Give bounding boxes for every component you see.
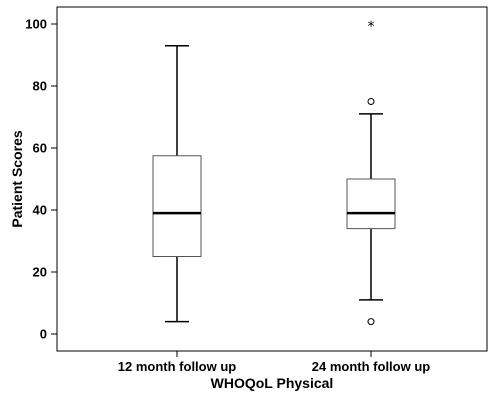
outlier-point bbox=[367, 98, 375, 105]
x-axis: 12 month follow up 24 month follow up bbox=[118, 351, 430, 374]
boxes-layer: * bbox=[152, 19, 396, 326]
y-tick-label: 60 bbox=[33, 141, 47, 156]
y-tick-label: 100 bbox=[25, 17, 47, 32]
outlier-point bbox=[367, 318, 375, 326]
y-tick-label: 80 bbox=[33, 79, 47, 94]
x-tick-label: 12 month follow up bbox=[118, 359, 236, 374]
x-tick-label: 24 month follow up bbox=[312, 359, 430, 374]
y-axis-title: Patient Scores bbox=[9, 130, 25, 227]
y-tick-label: 20 bbox=[33, 265, 47, 280]
iqr-box bbox=[152, 155, 202, 257]
plot-frame bbox=[56, 6, 488, 352]
box-group: * bbox=[346, 19, 396, 326]
y-tick-label: 40 bbox=[33, 203, 47, 218]
x-axis-title: WHOQoL Physical bbox=[211, 375, 334, 391]
box-group bbox=[152, 44, 202, 323]
iqr-box bbox=[346, 178, 396, 230]
y-axis: 0 20 40 60 80 100 bbox=[25, 17, 57, 342]
y-tick-label: 0 bbox=[40, 327, 47, 342]
extreme-point: * bbox=[368, 19, 375, 35]
